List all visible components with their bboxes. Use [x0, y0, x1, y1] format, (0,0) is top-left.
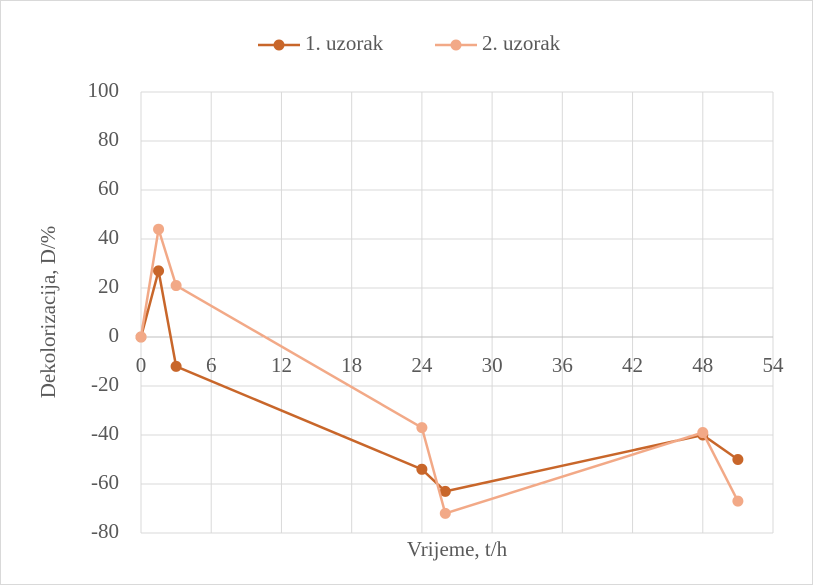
data-point: [135, 331, 147, 343]
x-tick-label: 36: [552, 353, 573, 377]
y-tick-label: 20: [98, 274, 119, 298]
legend-marker: [450, 39, 462, 51]
x-tick-label: 12: [271, 353, 292, 377]
y-tick-label: 100: [88, 78, 120, 102]
data-point: [170, 280, 182, 292]
x-tick-label: 54: [763, 353, 785, 377]
y-tick-label: 80: [98, 127, 119, 151]
y-axis-title: Dekolorizacija, D/%: [36, 226, 60, 399]
x-tick-label: 42: [622, 353, 643, 377]
data-point: [416, 422, 428, 434]
data-point: [416, 463, 428, 475]
legend-marker: [273, 39, 285, 51]
x-tick-label: 18: [341, 353, 362, 377]
y-tick-label: -80: [91, 519, 119, 543]
x-tick-label: 24: [411, 353, 433, 377]
y-tick-label: 40: [98, 225, 119, 249]
x-tick-label: 48: [692, 353, 713, 377]
data-point: [732, 495, 744, 507]
data-point: [170, 360, 182, 372]
x-tick-label: 30: [482, 353, 503, 377]
data-point: [697, 427, 709, 439]
y-tick-label: -20: [91, 372, 119, 396]
x-tick-label: 6: [206, 353, 217, 377]
y-tick-label: -40: [91, 421, 119, 445]
data-point: [439, 507, 451, 519]
data-point: [153, 265, 165, 277]
x-tick-label: 0: [136, 353, 147, 377]
data-point: [439, 485, 451, 497]
data-point: [153, 223, 165, 235]
y-tick-label: -60: [91, 470, 119, 494]
y-tick-label: 0: [109, 323, 120, 347]
x-axis-title: Vrijeme, t/h: [407, 537, 508, 561]
legend-label: 1. uzorak: [305, 31, 384, 55]
data-point: [732, 454, 744, 465]
y-tick-label: 60: [98, 176, 119, 200]
legend-label: 2. uzorak: [482, 31, 561, 55]
